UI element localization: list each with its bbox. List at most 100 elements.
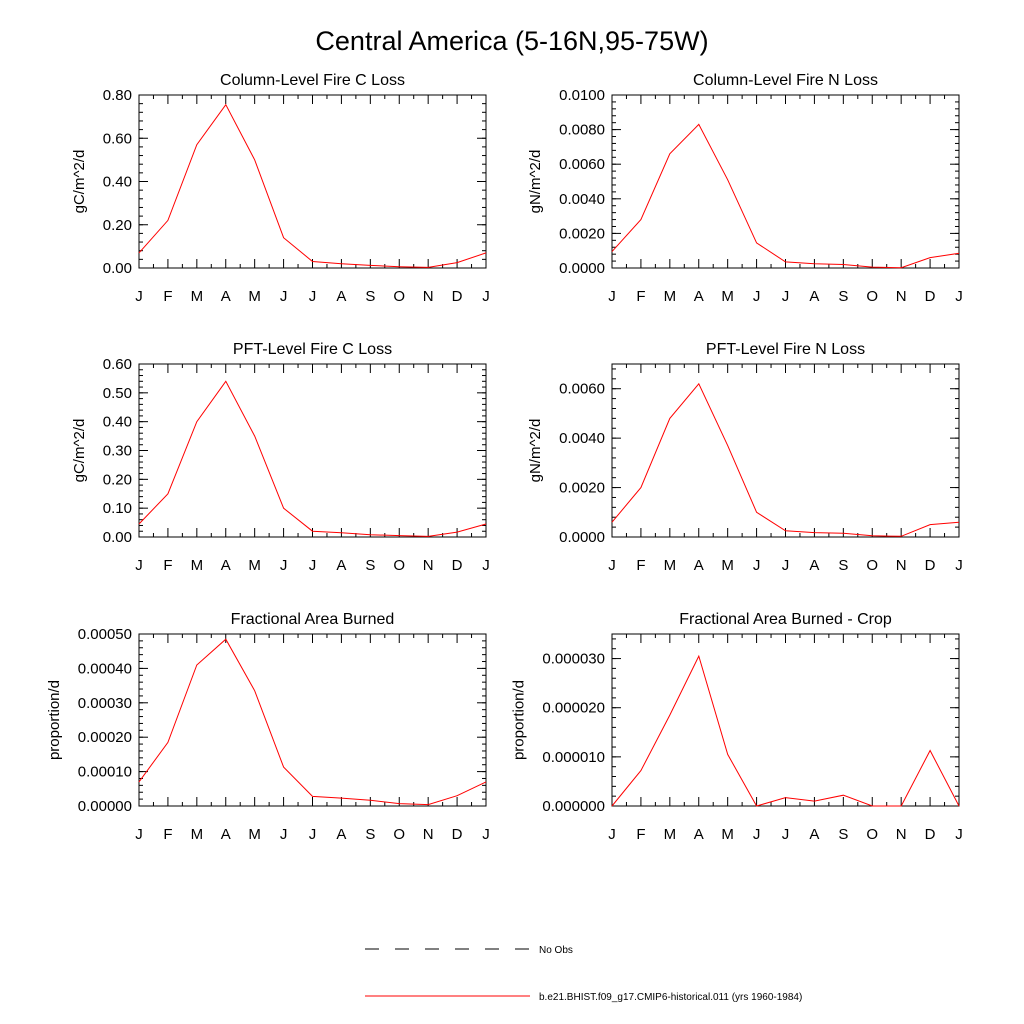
x-tick-label: J [309,557,317,574]
y-tick-label: 0.00040 [78,660,132,677]
y-tick-label: 0.000000 [542,798,605,815]
series-line [611,123,960,269]
y-tick-label: 0.50 [103,385,132,402]
y-axis-label: gC/m^2/d [71,419,88,483]
x-tick-label: A [809,826,819,843]
x-tick-label: M [721,557,734,574]
x-tick-label: N [896,826,907,843]
x-tick-label: J [135,288,143,305]
x-tick-label: O [866,557,878,574]
x-tick-label: J [955,557,963,574]
x-tick-label: J [955,288,963,305]
panel-title: PFT-Level Fire C Loss [233,341,392,358]
series-line [138,380,487,537]
panel-title: Column-Level Fire N Loss [693,72,878,89]
x-tick-label: N [896,288,907,305]
x-tick-label: S [365,826,375,843]
y-tick-label: 0.0020 [559,225,605,242]
y-tick-label: 0.00050 [78,626,132,643]
x-tick-label: A [221,288,231,305]
y-axis-label: proportion/d [511,680,528,760]
y-tick-label: 0.60 [103,356,132,373]
y-tick-label: 0.0040 [559,191,605,208]
x-tick-label: N [423,557,434,574]
x-tick-label: J [782,557,790,574]
x-tick-label: M [664,288,677,305]
panel-title: Fractional Area Burned [231,611,395,628]
y-tick-label: 0.30 [103,443,132,460]
x-tick-label: D [452,557,463,574]
figure-title: Central America (5-16N,95-75W) [315,26,708,56]
y-tick-label: 0.0000 [559,529,605,546]
series-line [138,638,487,806]
plot-frame [138,363,487,538]
y-tick-label: 0.20 [103,471,132,488]
x-tick-label: J [309,288,317,305]
series-line [138,103,487,268]
x-tick-label: N [423,288,434,305]
y-tick-label: 0.0020 [559,480,605,497]
y-tick-label: 0.000010 [542,749,605,766]
x-tick-label: F [163,557,172,574]
x-tick-label: A [809,557,819,574]
legend: No Obs b.e21.BHIST.f09_g17.CMIP6-histori… [365,945,802,1003]
x-tick-label: J [280,288,288,305]
x-tick-label: S [838,557,848,574]
x-tick-label: J [753,288,761,305]
y-tick-label: 0.0000 [559,260,605,277]
y-tick-label: 0.00 [103,260,132,277]
legend-label-no-obs: No Obs [539,945,573,956]
x-tick-label: A [221,557,231,574]
x-tick-label: M [191,557,204,574]
y-tick-label: 0.00020 [78,729,132,746]
x-tick-label: A [694,557,704,574]
plot-frame [611,363,960,538]
x-tick-label: D [925,557,936,574]
y-tick-label: 0.0060 [559,156,605,173]
x-tick-label: M [248,288,261,305]
x-tick-label: F [163,826,172,843]
panel-title: Fractional Area Burned - Crop [679,611,892,628]
series-line [611,654,960,807]
x-tick-label: J [309,826,317,843]
x-tick-label: J [608,288,616,305]
y-tick-label: 0.0060 [559,381,605,398]
x-tick-label: A [336,557,346,574]
x-tick-label: A [809,288,819,305]
y-tick-label: 0.20 [103,217,132,234]
x-tick-label: O [866,826,878,843]
x-tick-label: J [135,557,143,574]
x-tick-label: M [191,288,204,305]
x-tick-label: J [608,557,616,574]
x-tick-label: F [636,557,645,574]
x-tick-label: M [721,826,734,843]
x-tick-label: A [694,826,704,843]
x-tick-label: J [782,288,790,305]
y-tick-label: 0.10 [103,500,132,517]
series-line [611,382,960,537]
x-tick-label: S [838,288,848,305]
x-tick-label: J [753,557,761,574]
x-tick-label: J [782,826,790,843]
x-tick-label: M [664,826,677,843]
x-tick-label: F [636,826,645,843]
y-tick-label: 0.40 [103,414,132,431]
x-tick-label: M [191,826,204,843]
y-tick-label: 0.00010 [78,764,132,781]
y-tick-label: 0.0100 [559,87,605,104]
x-tick-label: S [838,826,848,843]
x-tick-label: N [423,826,434,843]
x-tick-label: J [608,826,616,843]
legend-label-model: b.e21.BHIST.f09_g17.CMIP6-historical.011… [539,992,802,1003]
x-tick-label: J [280,557,288,574]
x-tick-label: J [482,826,490,843]
x-tick-label: O [393,557,405,574]
x-tick-label: D [925,288,936,305]
y-axis-label: proportion/d [46,680,63,760]
x-tick-label: A [221,826,231,843]
